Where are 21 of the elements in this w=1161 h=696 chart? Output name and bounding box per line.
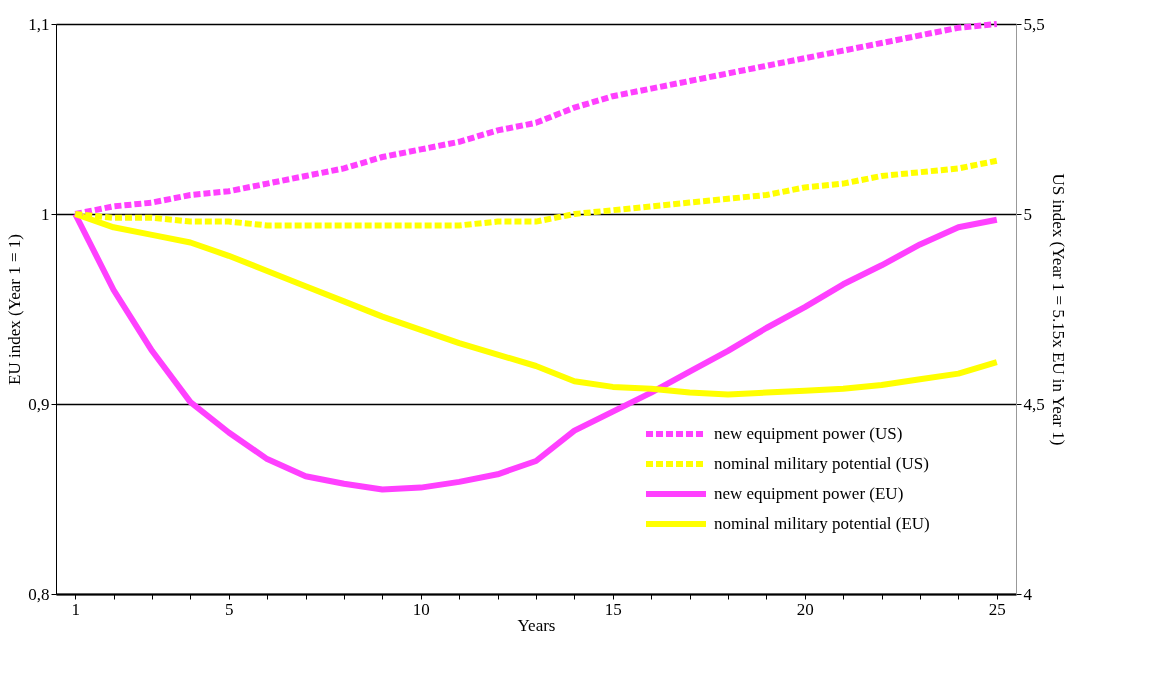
x-tick-label: 5 (225, 599, 234, 619)
legend-label: nominal military potential (US) (714, 454, 929, 473)
y-tick-label: 1 (41, 204, 50, 224)
legend-label: new equipment power (EU) (714, 484, 904, 503)
y2-tick-label: 5 (1023, 204, 1032, 224)
x-tick-label: 20 (796, 599, 814, 619)
y2-tick-label: 4,5 (1023, 394, 1045, 414)
x-tick-label: 1 (71, 599, 80, 619)
legend-label: new equipment power (US) (714, 424, 903, 443)
y2-axis-title: US index (Year 1 = 5.15x EU in Year 1) (1048, 173, 1068, 446)
legend-label: nominal military potential (EU) (714, 514, 930, 533)
y-tick-label: 0,9 (28, 394, 50, 414)
y-axis-title: EU index (Year 1 = 1) (5, 234, 25, 385)
x-tick-label: 10 (412, 599, 430, 619)
x-tick-label: 15 (604, 599, 622, 619)
y2-tick-label: 4 (1023, 584, 1033, 604)
y-tick-label: 0,8 (28, 584, 50, 604)
x-axis-title: Years (517, 615, 556, 635)
y2-tick-label: 5,5 (1023, 14, 1045, 34)
x-tick-label: 25 (988, 599, 1006, 619)
y-tick-label: 1,1 (28, 14, 50, 34)
